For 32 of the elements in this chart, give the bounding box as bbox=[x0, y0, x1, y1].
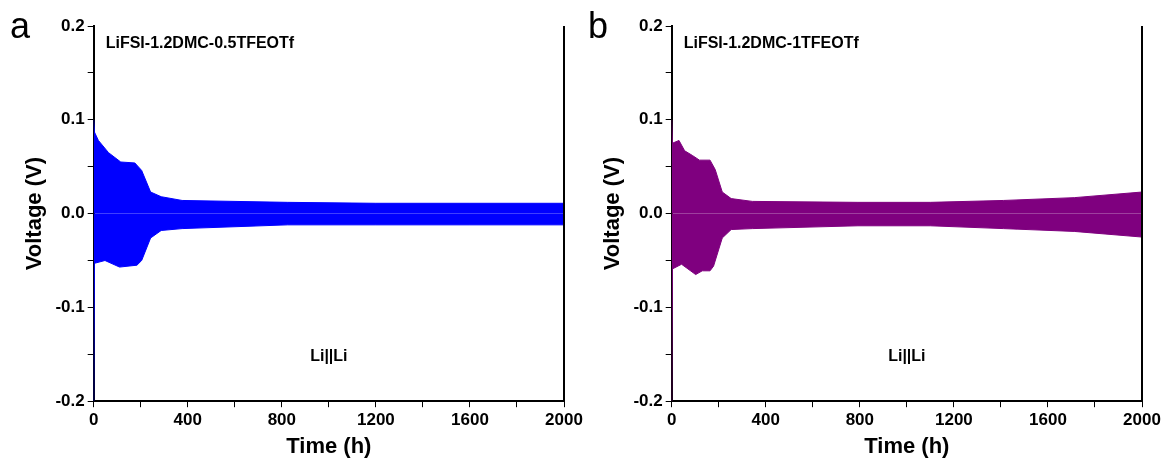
x-tick-label: 0 bbox=[88, 410, 99, 430]
y-tick-label: 0.1 bbox=[61, 109, 85, 129]
y-tick-label: 0.0 bbox=[61, 203, 85, 223]
y-tick-label: -0.2 bbox=[55, 390, 85, 410]
y-tick-label: -0.2 bbox=[633, 390, 663, 410]
x-tick-label: 2000 bbox=[1123, 410, 1161, 430]
x-tick-label: 2000 bbox=[545, 410, 583, 430]
y-tick-label: -0.1 bbox=[633, 297, 663, 317]
annotation: Li||Li bbox=[310, 346, 348, 364]
x-axis-title: Time (h) bbox=[864, 432, 950, 458]
y-tick-label: 0.0 bbox=[639, 203, 663, 223]
text: LiFSI-1.2DMC-1TFEOTf bbox=[683, 34, 860, 52]
y-tick-label: 0.2 bbox=[61, 15, 85, 35]
x-tick-label: 1600 bbox=[1029, 410, 1067, 430]
x-tick-label: 400 bbox=[751, 410, 780, 430]
x-tick-label: 1200 bbox=[356, 410, 395, 430]
text: b bbox=[588, 4, 609, 46]
x-tick-label: 800 bbox=[845, 410, 874, 430]
annotation: Li||Li bbox=[888, 346, 926, 364]
y-tick-label: -0.1 bbox=[55, 297, 85, 317]
x-tick-label: 400 bbox=[173, 410, 202, 430]
y-axis-title: Voltage (V) bbox=[21, 156, 47, 271]
y-tick-label: 0.2 bbox=[639, 15, 663, 35]
x-tick-label: 1200 bbox=[934, 410, 973, 430]
x-tick-label: 800 bbox=[267, 410, 296, 430]
text: a bbox=[10, 4, 31, 46]
x-axis-title: Time (h) bbox=[286, 432, 372, 458]
text: LiFSI-1.2DMC-0.5TFEOTf bbox=[105, 34, 295, 52]
y-tick-label: 0.1 bbox=[639, 109, 663, 129]
y-axis-title: Voltage (V) bbox=[599, 156, 625, 271]
x-tick-label: 0 bbox=[666, 410, 677, 430]
x-tick-label: 1600 bbox=[451, 410, 489, 430]
